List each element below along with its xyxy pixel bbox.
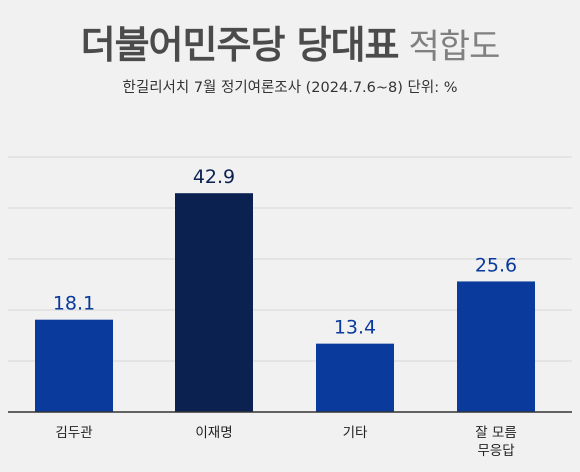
data-label: 25.6 (475, 254, 517, 276)
data-label: 42.9 (193, 166, 235, 188)
bar (175, 193, 253, 412)
category-label: 잘 모름 (475, 425, 517, 441)
chart-title: 더불어민주당 당대표 적합도 (0, 14, 580, 69)
bar (457, 281, 535, 412)
bar (316, 343, 394, 412)
data-label: 18.1 (53, 293, 95, 315)
category-label: 무응답 (477, 443, 514, 459)
chart-subtitle: 한길리서치 7월 정기여론조사 (2024.7.6~8) 단위: % (122, 80, 458, 96)
title-suffix: 적합도 (408, 27, 501, 67)
title-main: 더불어민주당 당대표 (80, 23, 400, 67)
bar (35, 319, 113, 412)
category-label: 이재명 (195, 425, 232, 441)
category-label: 김두관 (55, 425, 92, 441)
data-label: 13.4 (334, 317, 376, 339)
category-label: 기타 (343, 425, 368, 441)
